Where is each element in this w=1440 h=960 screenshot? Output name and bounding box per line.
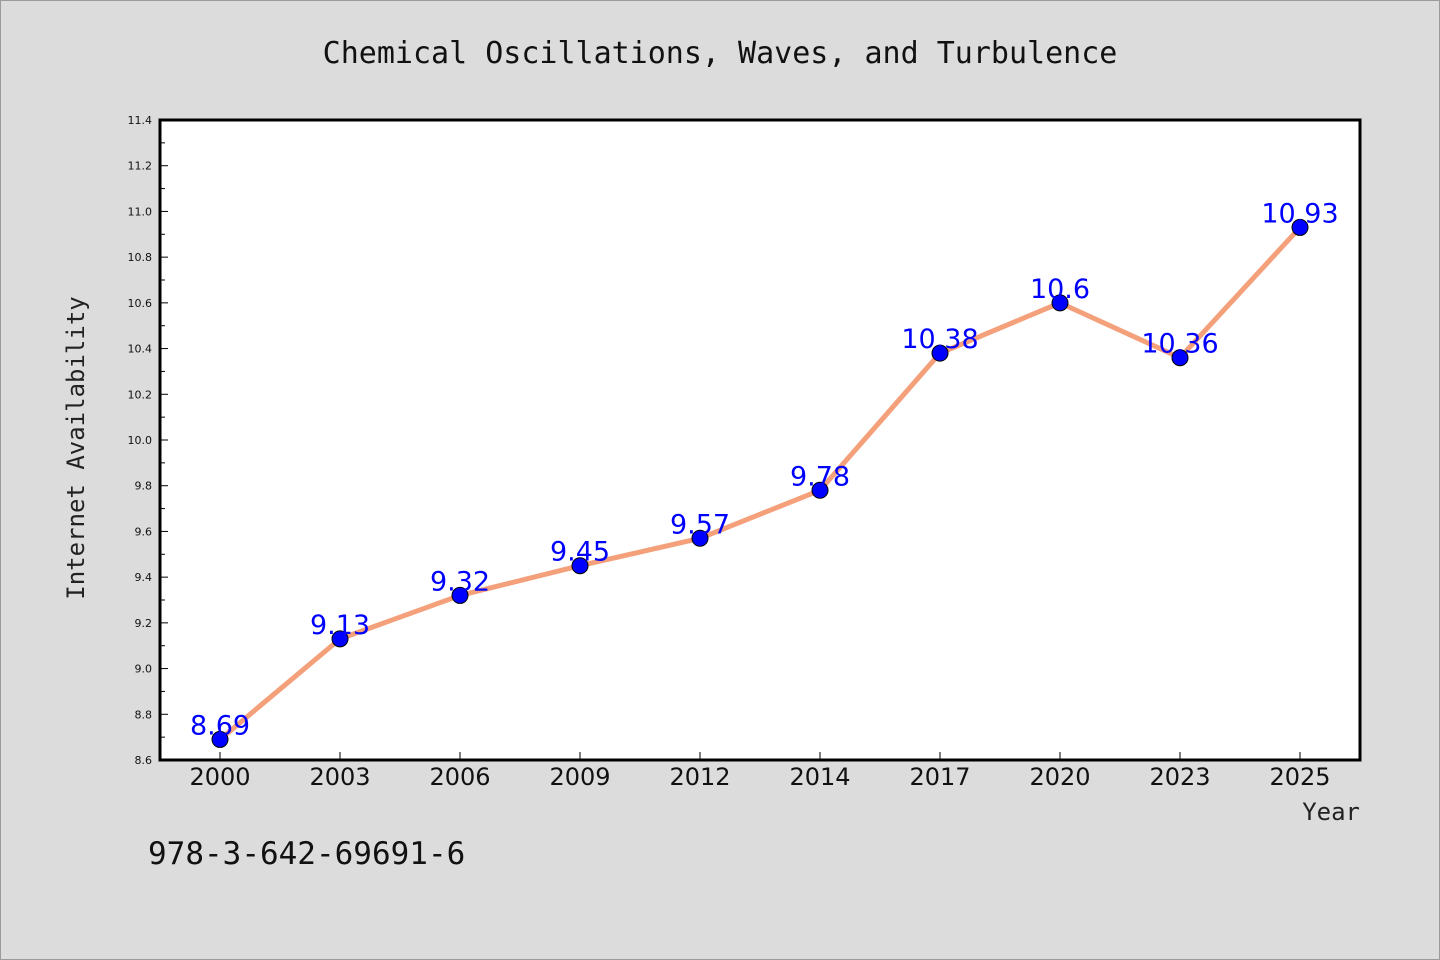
x-tick-label: 2006: [429, 763, 490, 791]
data-label: 10.93: [1261, 198, 1338, 229]
y-tick-label: 11.2: [128, 160, 153, 173]
x-axis-ticks: 2000 2003 2006 2009 2012 2014 2017 2020 2023 2025: [189, 752, 1331, 791]
series-layer: [211, 218, 1309, 748]
x-tick-label: 2023: [1149, 763, 1210, 791]
data-point: [571, 557, 589, 575]
y-tick-label: 9.0: [135, 663, 153, 676]
x-tick-label: 2012: [669, 763, 730, 791]
x-tick-label: 2025: [1269, 763, 1330, 791]
plot-area: [160, 120, 1360, 760]
data-point: [211, 730, 229, 748]
x-tick-label: 2020: [1029, 763, 1090, 791]
y-tick-label: 9.6: [135, 525, 153, 538]
y-tick-label: 10.8: [128, 251, 153, 264]
y-tick-label: 10.2: [128, 388, 153, 401]
x-axis-label: Year: [1302, 798, 1360, 826]
x-tick-label: 2000: [189, 763, 250, 791]
data-point: [331, 630, 349, 648]
isbn-text: 978-3-642-69691-6: [148, 836, 465, 872]
data-label: 9.32: [430, 566, 490, 597]
data-point: [1171, 349, 1189, 367]
y-axis-ticks: 8.6 8.8 9.0 9.2 9.4 9.6 9.8 10.0 10.2 10.4 10.6 10.…: [128, 114, 168, 767]
x-tick-label: 2014: [789, 763, 850, 791]
data-label: 10.36: [1141, 329, 1218, 360]
y-tick-label: 10.0: [128, 434, 153, 447]
data-label: 10.6: [1030, 274, 1090, 305]
x-tick-label: 2009: [549, 763, 610, 791]
data-label: 9.57: [670, 509, 730, 540]
data-point: [811, 481, 829, 499]
data-point: [691, 529, 709, 547]
y-tick-label: 10.6: [128, 297, 153, 310]
data-label: 10.38: [901, 324, 978, 355]
data-label: 9.13: [310, 610, 370, 641]
y-tick-label: 10.4: [128, 343, 153, 356]
series-line: [217, 224, 1303, 742]
x-tick-label: 2017: [909, 763, 970, 791]
data-point: [451, 586, 469, 604]
y-tick-label: 9.2: [135, 617, 153, 630]
data-point: [931, 344, 949, 362]
y-tick-label: 9.4: [135, 571, 153, 584]
plot-border: [158, 118, 1362, 762]
x-tick-label: 2003: [309, 763, 370, 791]
y-tick-label: 9.8: [135, 480, 153, 493]
data-labels-layer: 8.69 9.13 9.32 9.45 9.57 9.78 10.38 10.6 10.36 10…: [190, 198, 1339, 741]
y-tick-label: 8.8: [135, 708, 153, 721]
y-tick-label: 11.0: [128, 205, 153, 218]
data-label: 9.78: [790, 461, 850, 492]
y-tick-label: 11.4: [128, 114, 153, 127]
data-point: [1051, 294, 1069, 312]
y-tick-label: 8.6: [135, 754, 153, 767]
chart-title: Chemical Oscillations, Waves, and Turbul…: [323, 36, 1118, 71]
data-label: 9.45: [550, 537, 610, 568]
data-point: [1291, 218, 1309, 236]
data-label: 8.69: [190, 710, 250, 741]
y-axis-label: Internet Availability: [62, 296, 90, 599]
